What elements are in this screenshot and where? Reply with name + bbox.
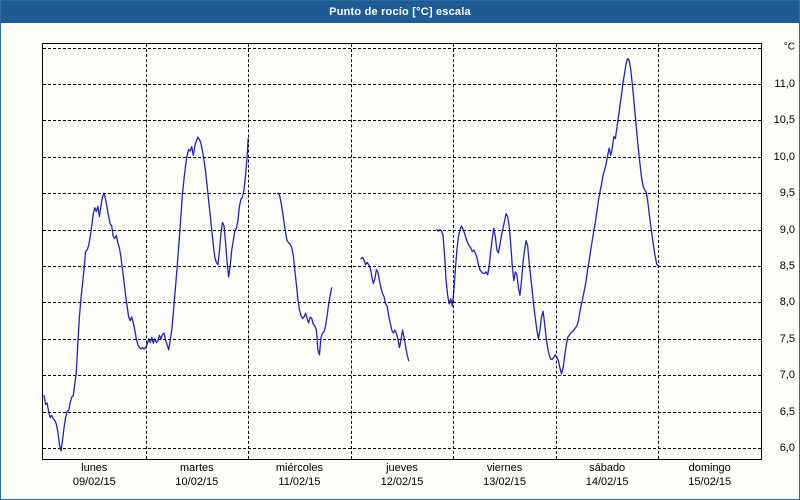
gridline-vertical [555,44,557,459]
x-axis-tick-label: viernes 13/02/15 [483,461,526,489]
gridline-horizontal [43,338,761,340]
x-axis-tick-label: miércoles 11/02/15 [276,461,323,489]
gridline-vertical [350,44,352,459]
x-axis-date: 12/02/15 [380,476,424,488]
gridline-horizontal [43,84,761,86]
chart-canvas: °C 11,0 10,5 10,0 9,5 9,0 8,5 8,0 7,5 7,0 6,5 6,0 … [2,24,799,499]
gridline-horizontal [43,302,761,304]
y-axis-tick-label: 8,5 [779,260,795,273]
plot-area [42,43,762,460]
y-axis-tick-label: 10,5 [773,114,795,127]
y-axis-tick-label: 9,5 [779,187,795,200]
x-axis-day-name: lunes [81,462,108,474]
gridline-vertical [453,44,455,459]
y-axis-unit-label: °C [783,41,795,53]
gridline-horizontal [43,193,761,195]
y-axis-tick-label: 7,0 [779,369,795,382]
x-axis-day-name: martes [180,462,214,474]
y-axis-tick-label: 11,0 [774,78,795,91]
gridline-horizontal [43,47,761,49]
x-axis-tick-label: sábado 14/02/15 [586,461,629,489]
x-axis-day-name: jueves [386,462,418,474]
x-axis-tick-label: martes 10/02/15 [175,461,218,489]
x-axis-date: 15/02/15 [688,476,732,488]
x-axis-date: 13/02/15 [483,476,526,488]
x-axis-date: 14/02/15 [585,476,629,488]
gridline-horizontal [43,411,761,413]
gridline-horizontal [43,266,761,268]
x-axis-tick-label: lunes 09/02/15 [73,461,116,489]
x-axis-date: 11/02/15 [278,476,321,488]
x-axis-day-name: domingo [688,462,731,474]
gridline-horizontal [43,448,761,450]
x-axis-day-name: miércoles [275,462,323,474]
gridline-horizontal [43,229,761,231]
y-axis-tick-label: 7,5 [779,332,795,345]
series-line-dew-point [43,57,660,452]
x-axis-tick-label: jueves 12/02/15 [381,461,424,489]
gridline-horizontal [43,156,761,158]
page-title: Punto de rocío [°C] escala [329,6,471,18]
gridline-horizontal [43,120,761,122]
x-axis-date: 10/02/15 [175,476,219,488]
gridline-vertical [145,44,147,459]
gridline-vertical [248,44,250,459]
y-axis-tick-label: 10,0 [773,150,795,163]
x-axis-day-name: sábado [589,462,626,474]
x-axis-day-name: viernes [486,462,523,474]
x-axis-tick-label: domingo 15/02/15 [688,461,731,489]
y-axis-tick-label: 6,5 [779,405,795,418]
y-axis-tick-label: 9,0 [779,223,795,236]
window-title-bar: Punto de rocío [°C] escala [1,1,799,23]
gridline-vertical [658,44,660,459]
x-axis-date: 09/02/15 [72,476,116,488]
gridline-horizontal [43,375,761,377]
y-axis-tick-label: 6,0 [779,442,795,455]
y-axis-tick-label: 8,0 [779,296,795,309]
